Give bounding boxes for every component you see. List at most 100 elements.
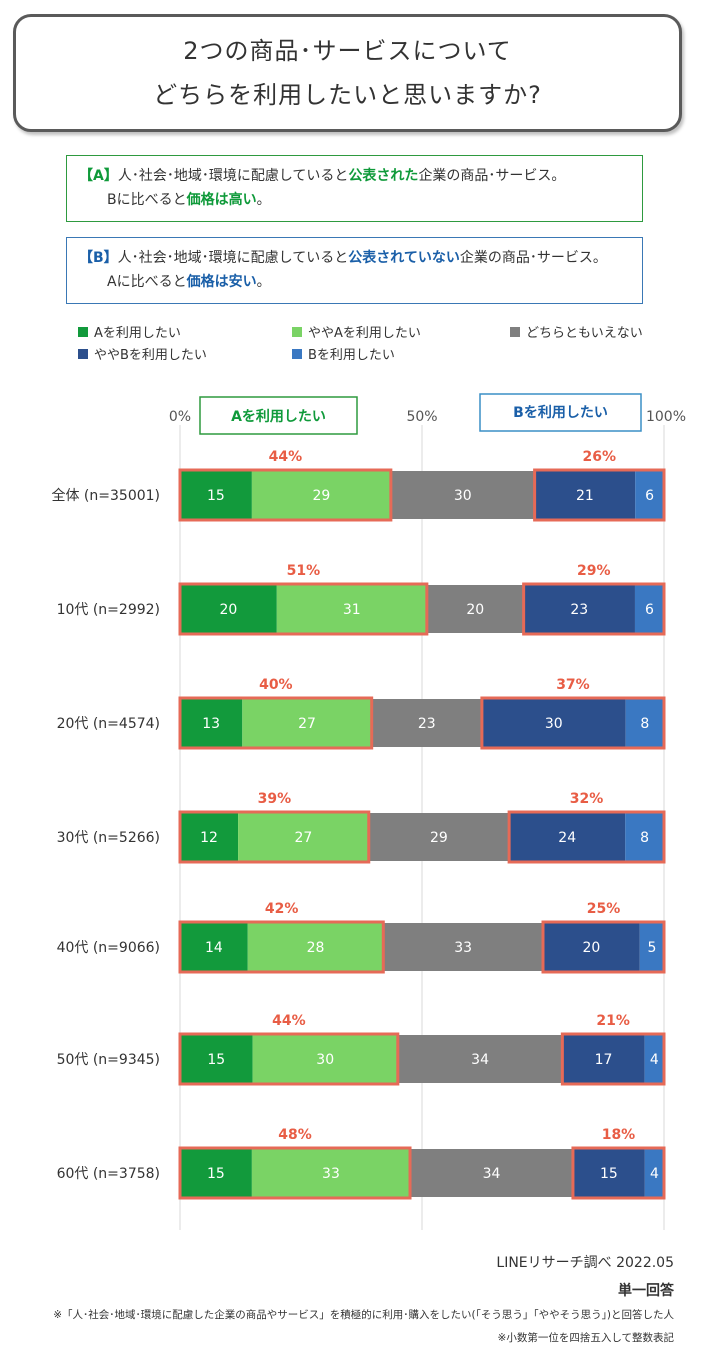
data-label: 23 [418, 716, 436, 732]
seg-b [625, 813, 664, 861]
legend-item-neither: どちらともいえない [510, 322, 643, 341]
header-a-box [199, 396, 358, 435]
data-label: 34 [483, 1166, 501, 1182]
highlight-b-group [507, 810, 666, 864]
data-label: 34 [471, 1052, 489, 1068]
seg-somewhat-b [509, 813, 626, 861]
option-b-highlight: 公表されていない [348, 250, 460, 266]
legend-item-a: Aを利用したい [78, 322, 181, 341]
seg-somewhat-b [534, 471, 636, 519]
axis-tick-label: 50% [406, 409, 437, 425]
data-label: 13 [202, 716, 220, 732]
legend-label-b: Bを利用したい [308, 348, 395, 363]
option-a-highlight: 公表された [348, 168, 419, 184]
seg-neither [390, 471, 535, 519]
source-label: LINEリサーチ調べ 2022.05 [496, 1255, 674, 1271]
seg-a [180, 813, 239, 861]
legend-item-somewhat-b: ややBを利用したい [78, 344, 207, 363]
chart-legend: Aを利用したい ややAを利用したい どちらともいえない ややBを利用したい Bを… [78, 322, 678, 366]
highlight-b-group [541, 920, 666, 974]
header-a-label: Aを利用したい [231, 408, 326, 425]
legend-swatch-somewhat-a [292, 326, 302, 337]
total-a-label: 48% [278, 1127, 312, 1143]
option-b-post: 企業の商品･サービス。 [459, 250, 607, 266]
legend-label-somewhat-a: ややAを利用したい [308, 326, 421, 341]
seg-b [644, 1149, 664, 1197]
data-label: 24 [558, 830, 576, 846]
data-label: 29 [312, 488, 330, 504]
highlight-a-group [178, 696, 374, 750]
legend-swatch-b [292, 348, 302, 359]
data-label: 30 [545, 716, 563, 732]
total-b-label: 32% [570, 791, 604, 807]
data-label: 8 [640, 830, 649, 846]
data-label: 17 [595, 1052, 613, 1068]
option-b-tag: 【B】 [79, 250, 118, 266]
legend-item-b: Bを利用したい [292, 344, 395, 363]
data-label: 20 [466, 602, 484, 618]
category-label: 50代 (n=9345) [57, 1052, 160, 1068]
header-b-label: Bを利用したい [513, 404, 608, 421]
option-b-line2-highlight: 価格は安い [186, 274, 257, 290]
highlight-a-group [178, 582, 429, 636]
seg-somewhat-b [572, 1149, 645, 1197]
option-a-line2-post: 。 [256, 192, 271, 208]
option-a-post: 企業の商品･サービス。 [418, 168, 566, 184]
seg-somewhat-a [247, 923, 384, 971]
seg-somewhat-b [543, 923, 640, 971]
footnote-1: ※「人･社会･地域･環境に配慮した企業の商品やサービス」を積極的に利用･購入をし… [53, 1309, 674, 1321]
data-label: 28 [307, 940, 325, 956]
data-label: 31 [343, 602, 361, 618]
data-label: 33 [322, 1166, 340, 1182]
title-line-2: どちらを利用したいと思いますか? [153, 81, 542, 109]
seg-a [180, 1149, 252, 1197]
data-label: 15 [207, 1052, 225, 1068]
data-label: 4 [650, 1052, 659, 1068]
total-a-label: 44% [269, 449, 303, 465]
category-label: 30代 (n=5266) [57, 830, 160, 846]
legend-item-somewhat-a: ややAを利用したい [292, 322, 421, 341]
data-label: 30 [454, 488, 472, 504]
seg-somewhat-a [251, 471, 391, 519]
highlight-b-group [533, 468, 666, 522]
seg-b [639, 923, 664, 971]
seg-somewhat-b [523, 585, 635, 633]
highlight-a-group [178, 1032, 400, 1086]
seg-a [180, 471, 252, 519]
option-a-line-2: Bに比べると価格は高い。 [79, 188, 630, 212]
seg-somewhat-a [251, 1149, 411, 1197]
data-label: 15 [207, 488, 225, 504]
data-label: 14 [205, 940, 223, 956]
data-label: 8 [640, 716, 649, 732]
category-label: 全体 (n=35001) [51, 487, 160, 504]
data-label: 6 [645, 488, 654, 504]
option-a-line2-pre: Bに比べると [107, 192, 187, 208]
data-label: 15 [600, 1166, 618, 1182]
highlight-a-group [178, 468, 393, 522]
seg-b [635, 471, 664, 519]
option-a-line2-highlight: 価格は高い [186, 192, 257, 208]
footnote-2: ※小数第一位を四捨五入して整数表記 [497, 1332, 674, 1344]
category-label: 20代 (n=4574) [57, 716, 160, 732]
data-label: 6 [645, 602, 654, 618]
option-b-line-2: Aに比べると価格は安い。 [79, 270, 630, 294]
seg-neither [410, 1149, 573, 1197]
seg-somewhat-b [481, 699, 626, 747]
data-label: 20 [219, 602, 237, 618]
data-label: 12 [200, 830, 218, 846]
legend-swatch-a [78, 326, 88, 337]
option-b-line2-post: 。 [256, 274, 271, 290]
seg-b [625, 699, 664, 747]
data-label: 27 [298, 716, 316, 732]
data-label: 23 [570, 602, 588, 618]
data-label: 4 [650, 1166, 659, 1182]
seg-neither [383, 923, 543, 971]
seg-a [180, 585, 277, 633]
highlight-b-group [571, 1146, 666, 1200]
legend-swatch-somewhat-b [78, 348, 88, 359]
total-b-label: 29% [577, 563, 611, 579]
data-label: 33 [454, 940, 472, 956]
total-a-label: 40% [259, 677, 293, 693]
legend-label-neither: どちらともいえない [526, 326, 643, 341]
total-b-label: 37% [556, 677, 590, 693]
